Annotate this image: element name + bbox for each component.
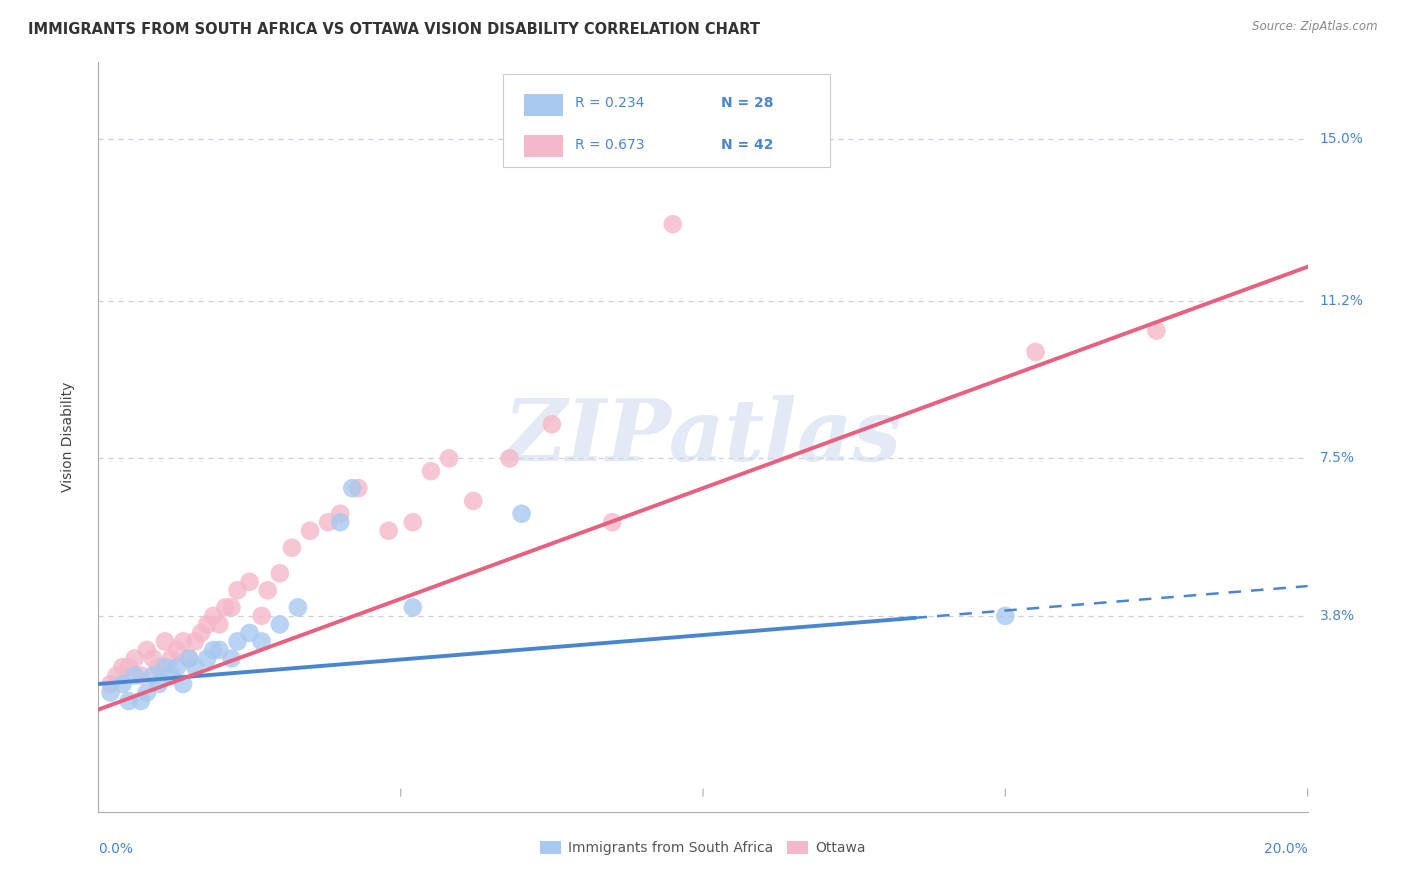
Point <box>226 583 249 598</box>
Point <box>160 668 183 682</box>
Point <box>342 481 364 495</box>
Text: Vision Disability: Vision Disability <box>62 382 75 492</box>
Point <box>269 617 291 632</box>
Point <box>287 600 309 615</box>
Point <box>100 685 122 699</box>
Point <box>602 515 624 529</box>
Text: Source: ZipAtlas.com: Source: ZipAtlas.com <box>1253 20 1378 33</box>
Point <box>172 634 194 648</box>
Point <box>172 677 194 691</box>
Point <box>124 651 146 665</box>
Point <box>184 634 207 648</box>
Point <box>661 217 683 231</box>
Point <box>160 651 183 665</box>
Point <box>202 643 225 657</box>
Point <box>347 481 370 495</box>
FancyBboxPatch shape <box>503 74 830 168</box>
Point <box>195 651 218 665</box>
Point <box>1024 345 1046 359</box>
Point <box>226 634 249 648</box>
Point <box>202 608 225 623</box>
Point <box>256 583 278 598</box>
Point <box>281 541 304 555</box>
Point <box>221 651 243 665</box>
Text: 20.0%: 20.0% <box>1264 842 1308 856</box>
Text: ZIPatlas: ZIPatlas <box>503 395 903 479</box>
Text: N = 28: N = 28 <box>721 96 773 111</box>
Point <box>111 660 134 674</box>
Legend: Immigrants from South Africa, Ottawa: Immigrants from South Africa, Ottawa <box>534 836 872 861</box>
Text: 0.0%: 0.0% <box>98 842 134 856</box>
Point <box>135 685 157 699</box>
Bar <box>524 135 562 157</box>
Point <box>208 643 231 657</box>
Bar <box>524 95 562 116</box>
Text: R = 0.234: R = 0.234 <box>575 96 644 111</box>
Point <box>250 634 273 648</box>
Point <box>498 451 520 466</box>
Point <box>179 651 201 665</box>
Text: N = 42: N = 42 <box>721 137 773 152</box>
Text: 7.5%: 7.5% <box>1320 451 1354 466</box>
Point <box>329 507 352 521</box>
Point <box>129 694 152 708</box>
Point <box>221 600 243 615</box>
Point <box>510 507 533 521</box>
Point <box>184 660 207 674</box>
Text: 15.0%: 15.0% <box>1320 132 1364 146</box>
Point <box>540 417 562 432</box>
Point <box>118 694 141 708</box>
Point <box>124 668 146 682</box>
Point <box>142 668 165 682</box>
Point <box>463 494 485 508</box>
Text: 11.2%: 11.2% <box>1320 293 1364 308</box>
Point <box>299 524 322 538</box>
Point <box>148 677 170 691</box>
Point <box>142 651 165 665</box>
Point <box>250 608 273 623</box>
Point <box>111 677 134 691</box>
Point <box>118 660 141 674</box>
Point <box>129 668 152 682</box>
Point <box>153 660 176 674</box>
Point <box>420 464 443 478</box>
Point <box>148 660 170 674</box>
Point <box>329 515 352 529</box>
Point <box>994 608 1017 623</box>
Point <box>239 574 262 589</box>
Point <box>437 451 460 466</box>
Point <box>195 617 218 632</box>
Point <box>166 643 188 657</box>
Point <box>402 515 425 529</box>
Point <box>179 651 201 665</box>
Point <box>377 524 399 538</box>
Text: 3.8%: 3.8% <box>1320 609 1355 623</box>
Point <box>190 626 212 640</box>
Point <box>153 634 176 648</box>
Text: IMMIGRANTS FROM SOUTH AFRICA VS OTTAWA VISION DISABILITY CORRELATION CHART: IMMIGRANTS FROM SOUTH AFRICA VS OTTAWA V… <box>28 22 761 37</box>
Point <box>135 643 157 657</box>
Point <box>1144 324 1167 338</box>
Point <box>402 600 425 615</box>
Text: R = 0.673: R = 0.673 <box>575 137 644 152</box>
Point <box>269 566 291 581</box>
Point <box>100 677 122 691</box>
Point <box>316 515 339 529</box>
Point <box>214 600 236 615</box>
Point <box>166 660 188 674</box>
Point <box>105 668 128 682</box>
Point <box>208 617 231 632</box>
Point <box>239 626 262 640</box>
